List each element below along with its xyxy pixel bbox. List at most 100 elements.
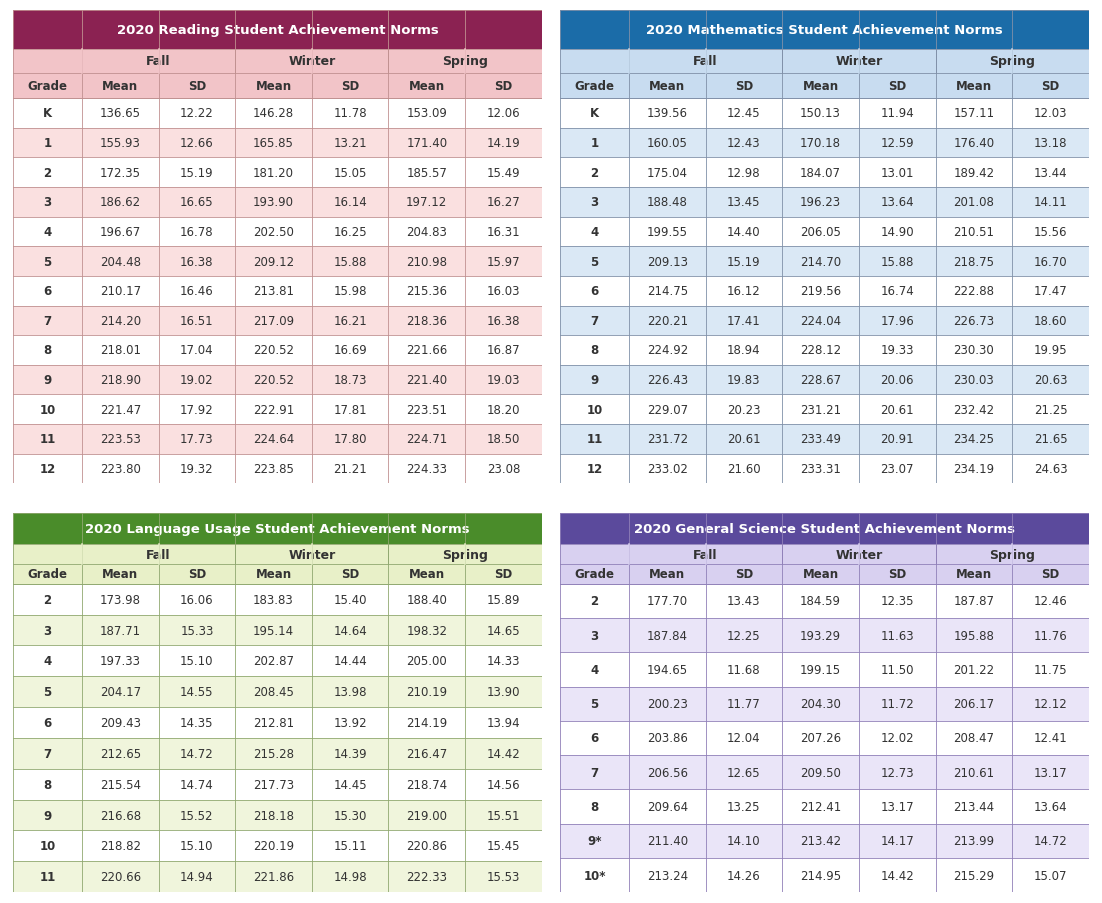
Text: 176.40: 176.40 [953,136,994,150]
Text: 157.11: 157.11 [953,107,994,120]
Text: 17.96: 17.96 [880,314,914,328]
Text: 196.67: 196.67 [99,226,141,238]
Text: 7: 7 [43,314,52,328]
Text: 188.40: 188.40 [407,593,447,606]
Text: 24.63: 24.63 [1034,462,1067,476]
Text: 16.27: 16.27 [487,196,520,209]
Text: 184.07: 184.07 [800,166,841,180]
Text: 218.01: 218.01 [100,344,141,357]
Text: 19.03: 19.03 [487,374,520,386]
Bar [13,50,542,74]
Text: 9: 9 [43,374,52,386]
Text: 21.60: 21.60 [727,462,760,476]
Text: 185.57: 185.57 [407,166,447,180]
Text: 233.31: 233.31 [800,462,841,476]
Bar [560,306,1089,336]
Text: 219.00: 219.00 [407,809,447,822]
Text: 14.35: 14.35 [180,716,214,730]
Text: 218.74: 218.74 [407,777,447,791]
Text: 2020 Language Usage Student Achievement Norms: 2020 Language Usage Student Achievement … [85,523,469,535]
Text: SD: SD [495,568,512,581]
Text: 2020 Reading Student Achievement Norms: 2020 Reading Student Achievement Norms [117,23,439,37]
Text: 18.60: 18.60 [1034,314,1067,328]
Text: 187.84: 187.84 [647,629,688,642]
Bar [560,247,1089,276]
Text: 11: 11 [40,870,56,883]
Text: 217.73: 217.73 [253,777,294,791]
Text: 15.40: 15.40 [334,593,367,606]
Text: 233.49: 233.49 [800,433,841,446]
Text: 226.73: 226.73 [953,314,994,328]
Bar [560,366,1089,395]
Text: 17.73: 17.73 [180,433,214,446]
Text: 213.81: 213.81 [253,284,294,298]
Text: 17.92: 17.92 [180,404,214,416]
Text: 20.61: 20.61 [880,404,914,416]
Bar [13,584,542,615]
Bar [13,646,542,676]
Text: 14.72: 14.72 [1034,834,1068,847]
Text: 10*: 10* [583,869,606,881]
Text: Mean: Mean [409,80,445,93]
Text: 15.53: 15.53 [487,870,520,883]
Bar [13,366,542,395]
Text: 14.17: 14.17 [880,834,914,847]
Text: 2020 Mathematics Student Achievement Norms: 2020 Mathematics Student Achievement Nor… [646,23,1003,37]
Text: 204.48: 204.48 [100,256,141,268]
Text: 15.52: 15.52 [180,809,214,822]
Text: 12.02: 12.02 [880,731,914,745]
Text: 11.94: 11.94 [880,107,914,120]
Text: 220.52: 220.52 [253,344,294,357]
Text: 10: 10 [40,404,56,416]
Text: 7: 7 [591,314,598,328]
Text: 170.18: 170.18 [800,136,841,150]
Text: 10: 10 [40,840,56,852]
Text: SD: SD [735,568,753,581]
Text: 23.07: 23.07 [880,462,914,476]
Text: 221.66: 221.66 [407,344,447,357]
Text: 15.49: 15.49 [487,166,520,180]
Text: 16.74: 16.74 [880,284,914,298]
Text: 13.25: 13.25 [727,800,760,813]
Bar [13,861,542,892]
Bar [13,336,542,366]
Text: 11.78: 11.78 [333,107,367,120]
Text: 14.64: 14.64 [333,624,367,637]
Text: 18.20: 18.20 [487,404,520,416]
Text: 19.95: 19.95 [1034,344,1067,357]
Text: 234.25: 234.25 [953,433,994,446]
Text: Grade: Grade [28,568,67,581]
Text: 13.18: 13.18 [1034,136,1067,150]
Text: 15.30: 15.30 [334,809,367,822]
Text: 12.03: 12.03 [1034,107,1067,120]
Bar [560,858,1089,892]
Text: 209.64: 209.64 [647,800,688,813]
Text: 3: 3 [43,196,52,209]
Text: 9: 9 [43,809,52,822]
Text: 13.45: 13.45 [727,196,760,209]
Bar [13,738,542,769]
Text: 12.73: 12.73 [880,766,914,779]
Text: 193.90: 193.90 [253,196,294,209]
Text: 213.44: 213.44 [953,800,994,813]
Bar [13,11,542,50]
Text: Mean: Mean [955,80,992,93]
Text: 21.65: 21.65 [1034,433,1067,446]
Bar [13,247,542,276]
Text: 20.23: 20.23 [727,404,760,416]
Text: 18.50: 18.50 [487,433,520,446]
Text: SD: SD [341,80,359,93]
Text: 1: 1 [591,136,598,150]
Text: 7: 7 [43,747,52,760]
Text: 215.29: 215.29 [953,869,994,881]
Text: 14.10: 14.10 [727,834,760,847]
Text: 12.06: 12.06 [487,107,520,120]
Text: Mean: Mean [649,80,685,93]
Text: 175.04: 175.04 [647,166,688,180]
Text: 221.47: 221.47 [99,404,141,416]
Text: 4: 4 [591,226,598,238]
Text: Fall: Fall [147,55,171,69]
Text: 14.72: 14.72 [180,747,214,760]
Text: 12.45: 12.45 [727,107,760,120]
Text: 12.35: 12.35 [880,595,914,608]
